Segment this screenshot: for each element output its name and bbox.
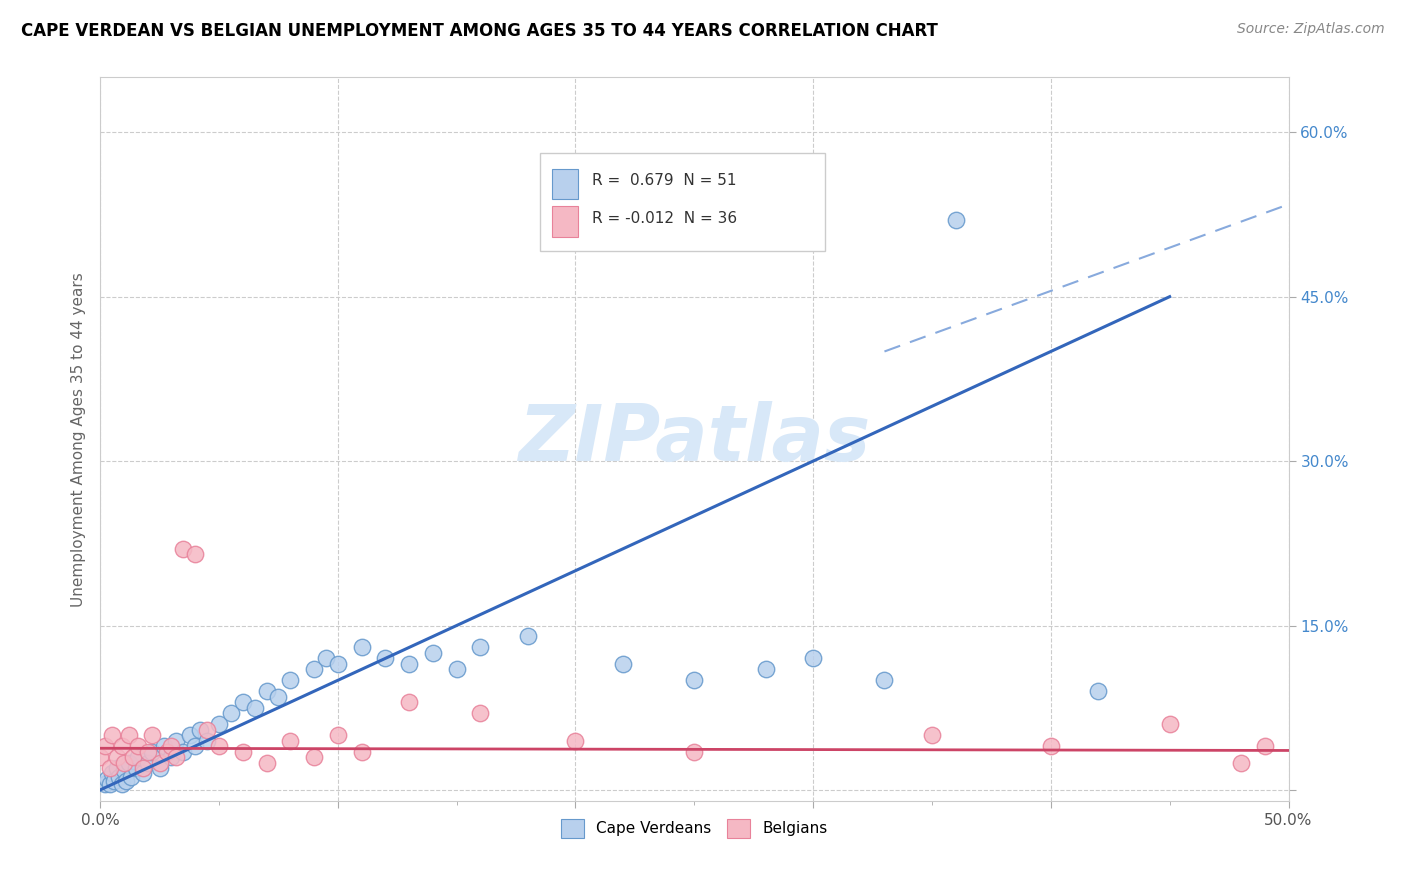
- Point: [172, 541, 194, 556]
- Point: [232, 745, 254, 759]
- Bar: [551, 206, 578, 236]
- Point: [184, 739, 207, 753]
- Point: [302, 662, 325, 676]
- Point: [921, 728, 943, 742]
- Point: [1039, 739, 1062, 753]
- Point: [188, 723, 211, 737]
- Point: [120, 770, 142, 784]
- Point: [160, 739, 183, 753]
- Point: [141, 728, 163, 742]
- Point: [302, 750, 325, 764]
- Point: [683, 745, 706, 759]
- Legend: Cape Verdeans, Belgians: Cape Verdeans, Belgians: [555, 813, 834, 844]
- Point: [374, 651, 396, 665]
- Point: [98, 761, 121, 775]
- Point: [801, 651, 824, 665]
- Point: [148, 756, 170, 770]
- Point: [256, 756, 278, 770]
- Point: [755, 662, 778, 676]
- Point: [165, 733, 187, 747]
- Point: [94, 739, 117, 753]
- Point: [945, 213, 967, 227]
- Point: [612, 657, 634, 671]
- FancyBboxPatch shape: [540, 153, 825, 251]
- Point: [470, 640, 492, 655]
- Text: CAPE VERDEAN VS BELGIAN UNEMPLOYMENT AMONG AGES 35 TO 44 YEARS CORRELATION CHART: CAPE VERDEAN VS BELGIAN UNEMPLOYMENT AMO…: [21, 22, 938, 40]
- Text: ZIPatlas: ZIPatlas: [519, 401, 870, 477]
- Point: [1254, 739, 1277, 753]
- Point: [564, 733, 586, 747]
- Text: R = -0.012  N = 36: R = -0.012 N = 36: [592, 211, 737, 226]
- Point: [326, 728, 349, 742]
- Point: [156, 745, 179, 759]
- Point: [1230, 756, 1253, 770]
- Point: [1159, 717, 1181, 731]
- Text: R =  0.679  N = 51: R = 0.679 N = 51: [592, 173, 737, 187]
- Point: [153, 739, 176, 753]
- Point: [122, 750, 145, 764]
- Point: [564, 213, 586, 227]
- Point: [315, 651, 337, 665]
- Point: [115, 774, 138, 789]
- Point: [208, 717, 231, 731]
- Point: [141, 745, 163, 759]
- Point: [446, 662, 468, 676]
- Point: [350, 640, 373, 655]
- Point: [165, 750, 187, 764]
- Point: [516, 630, 538, 644]
- Point: [105, 761, 128, 775]
- Point: [350, 745, 373, 759]
- Point: [326, 657, 349, 671]
- Point: [125, 761, 148, 775]
- Point: [232, 695, 254, 709]
- Point: [172, 745, 194, 759]
- Point: [105, 750, 128, 764]
- Point: [148, 761, 170, 775]
- Point: [184, 547, 207, 561]
- Point: [112, 756, 135, 770]
- Point: [398, 657, 420, 671]
- Point: [132, 766, 155, 780]
- Point: [1087, 684, 1109, 698]
- Point: [118, 728, 141, 742]
- Point: [94, 777, 117, 791]
- Point: [136, 756, 159, 770]
- Point: [278, 733, 301, 747]
- Point: [179, 728, 201, 742]
- Point: [243, 700, 266, 714]
- Point: [160, 750, 183, 764]
- Point: [112, 763, 135, 777]
- Point: [398, 695, 420, 709]
- Point: [195, 733, 218, 747]
- Y-axis label: Unemployment Among Ages 35 to 44 years: Unemployment Among Ages 35 to 44 years: [72, 272, 86, 607]
- Point: [132, 761, 155, 775]
- Point: [96, 772, 118, 786]
- Point: [873, 673, 896, 688]
- Point: [89, 750, 111, 764]
- Point: [101, 728, 124, 742]
- Point: [98, 777, 121, 791]
- Point: [219, 706, 242, 721]
- Point: [127, 739, 149, 753]
- Bar: [551, 169, 578, 199]
- Point: [195, 723, 218, 737]
- Point: [103, 774, 125, 789]
- Point: [108, 770, 131, 784]
- Point: [683, 673, 706, 688]
- Point: [110, 739, 132, 753]
- Point: [208, 739, 231, 753]
- Point: [118, 756, 141, 770]
- Point: [101, 766, 124, 780]
- Point: [136, 745, 159, 759]
- Point: [127, 750, 149, 764]
- Point: [267, 690, 290, 704]
- Point: [278, 673, 301, 688]
- Point: [110, 777, 132, 791]
- Point: [470, 706, 492, 721]
- Text: Source: ZipAtlas.com: Source: ZipAtlas.com: [1237, 22, 1385, 37]
- Point: [256, 684, 278, 698]
- Point: [422, 646, 444, 660]
